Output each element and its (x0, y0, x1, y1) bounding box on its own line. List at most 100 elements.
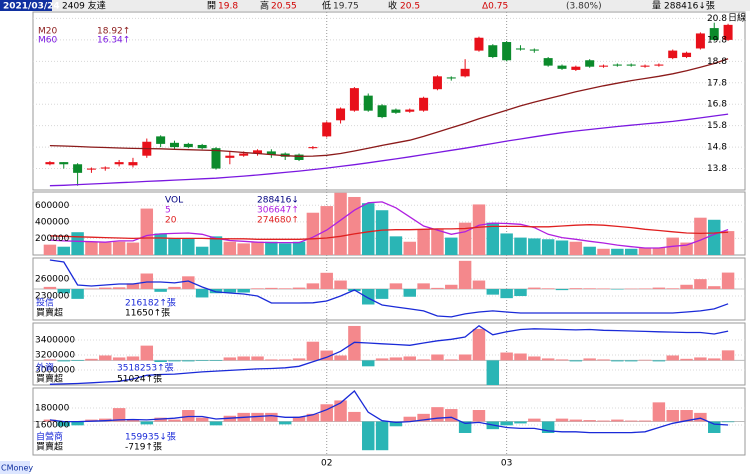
bar (472, 328, 486, 361)
candle-body (322, 122, 332, 137)
y-tick-label: 14.8 (707, 143, 727, 153)
bar (458, 260, 472, 289)
bar (85, 288, 98, 290)
bar (666, 410, 679, 422)
bar (278, 288, 292, 289)
bar (334, 355, 347, 361)
candle-body (363, 95, 373, 111)
bar (694, 279, 707, 289)
candle-body (377, 105, 387, 118)
legend-value: 11650↑張 (125, 308, 170, 319)
bar (278, 359, 292, 361)
x-tick-label: 03 (501, 459, 512, 469)
header-change: Δ0.75 (482, 2, 508, 12)
bar (417, 413, 430, 422)
bar (652, 360, 666, 362)
bar (611, 419, 624, 422)
legend-value: 274680↑ (257, 216, 299, 226)
bar (71, 421, 84, 426)
bar (445, 284, 458, 289)
candle-body (488, 45, 498, 58)
bar (514, 289, 527, 297)
bar (569, 360, 583, 362)
bar (168, 360, 181, 362)
bar (666, 288, 679, 289)
candle-body (709, 28, 719, 40)
period-label: 日線 (728, 12, 746, 24)
bar (348, 196, 361, 255)
legend-value: 3518253↑張 (117, 363, 174, 374)
bar (168, 286, 181, 289)
bar (237, 289, 250, 293)
panel (33, 259, 745, 318)
bar (99, 242, 112, 255)
legend-value: 288416↓ (257, 196, 299, 206)
bar (624, 288, 638, 290)
bar (375, 210, 389, 255)
bar (624, 420, 638, 422)
bar (43, 359, 57, 361)
bar (583, 358, 596, 361)
candle-body (100, 167, 110, 169)
header-low: 19.75 (333, 2, 359, 12)
legend-value: 159935↓張 (125, 432, 176, 443)
candle-body (225, 155, 235, 158)
bar (445, 237, 458, 255)
bar (528, 238, 541, 255)
legend-name: 5 (165, 206, 171, 216)
bar (251, 288, 264, 289)
candle-body (59, 162, 69, 165)
bar (140, 208, 154, 255)
bar (251, 241, 264, 255)
bar (500, 421, 513, 426)
bar (721, 231, 735, 255)
candle-body (419, 97, 429, 111)
header-high-label: 高 (260, 0, 269, 12)
bar (528, 418, 541, 422)
bar (223, 241, 237, 255)
candle-body (336, 108, 346, 121)
header-symbol: 2409 友達 (62, 0, 106, 12)
candle-body (211, 148, 221, 169)
bar (306, 283, 320, 289)
candle-body (460, 68, 470, 77)
candle-body (169, 142, 179, 148)
bar (472, 410, 486, 422)
bar (223, 289, 237, 293)
bar (71, 360, 84, 361)
bar (278, 243, 292, 255)
candle-body (73, 164, 83, 173)
series-line (49, 324, 729, 385)
bar (583, 246, 596, 255)
bar (320, 350, 333, 361)
bar (389, 357, 403, 361)
bar (168, 238, 181, 255)
bar (541, 239, 555, 255)
panel (33, 192, 745, 255)
bar (611, 360, 624, 362)
bar (680, 410, 693, 422)
bar (403, 416, 416, 422)
bar (85, 419, 98, 422)
bar (99, 355, 112, 361)
bar (403, 356, 416, 361)
date-badge (0, 0, 52, 11)
bar (500, 289, 513, 299)
bar (126, 283, 140, 289)
bar (140, 345, 154, 361)
y-tick-label: 3400000 (35, 336, 75, 346)
y-tick-label: 15.8 (707, 121, 727, 131)
bar (569, 419, 583, 422)
bar (666, 355, 679, 361)
bar (597, 248, 610, 255)
bar (555, 289, 569, 291)
candle-body (294, 154, 304, 160)
bar (237, 243, 250, 255)
y-tick-label: 230000 (35, 291, 70, 301)
bar (251, 412, 264, 422)
bar (209, 236, 223, 255)
bar (403, 289, 416, 297)
bar (555, 418, 569, 422)
candle-body (86, 168, 96, 170)
